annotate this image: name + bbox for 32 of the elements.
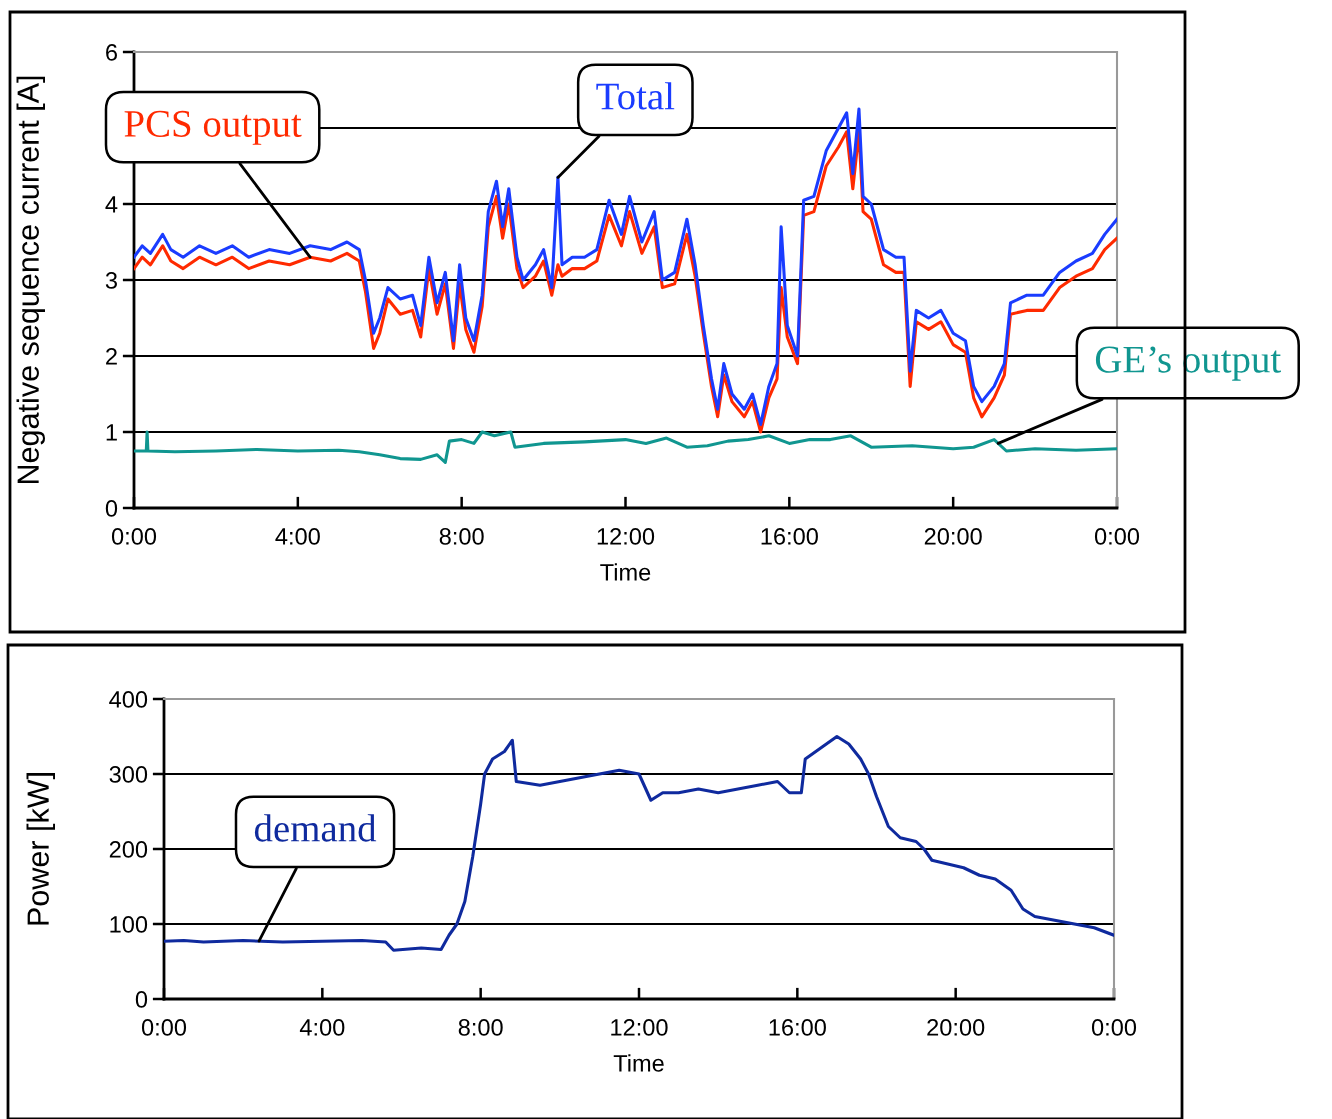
y-tick-label: 100 <box>110 916 148 933</box>
y-tick-label: 400 <box>109 691 148 708</box>
y-tick-label: 4 <box>105 196 118 213</box>
y-tick-label: 6 <box>106 44 117 61</box>
y-axis-title: Negative sequence current [A] <box>16 76 45 483</box>
x-tick-label: 12:00 <box>611 1019 668 1036</box>
x-axis-title: Time <box>613 1054 664 1072</box>
x-tick-label: 20:00 <box>927 1019 985 1036</box>
y-tick-label: 0 <box>135 991 148 1008</box>
x-tick-label: 0:00 <box>111 528 157 545</box>
y-axis-title: Power [kW] <box>26 773 55 925</box>
x-tick-label: 0:00 <box>1094 528 1140 545</box>
x-axis-title: Time <box>600 563 651 581</box>
text: PCS output <box>124 110 302 145</box>
y-tick-label: 300 <box>109 766 148 783</box>
x-tick-label: 0:00 <box>141 1019 187 1036</box>
x-tick-label: 0:00 <box>1091 1019 1137 1036</box>
x-tick-label: 4:00 <box>299 1019 345 1036</box>
x-tick-label: 4:00 <box>275 528 320 545</box>
y-tick-label: 1 <box>106 424 117 441</box>
y-tick-label: 0 <box>105 500 118 517</box>
text: Total <box>596 82 675 110</box>
text: demand <box>254 814 377 842</box>
x-tick-label: 20:00 <box>924 528 982 545</box>
y-tick-label: 2 <box>106 348 117 365</box>
x-tick-label: 8:00 <box>439 528 484 545</box>
y-tick-label: 3 <box>105 272 117 289</box>
x-tick-label: 16:00 <box>769 1019 826 1036</box>
y-tick-label: 200 <box>109 841 148 858</box>
x-tick-label: 8:00 <box>458 1019 503 1036</box>
x-tick-label: 12:00 <box>597 528 655 545</box>
x-tick-label: 16:00 <box>761 528 818 545</box>
